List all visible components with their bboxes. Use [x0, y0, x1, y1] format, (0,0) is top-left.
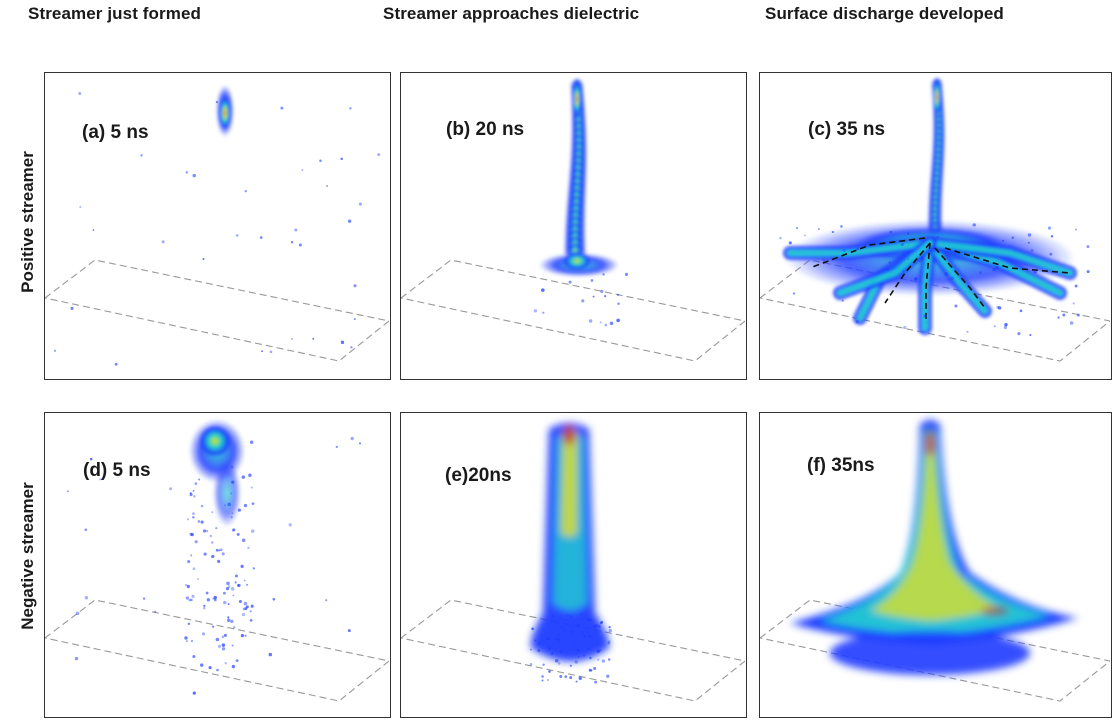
- panel-d: (d) 5 ns: [44, 412, 391, 718]
- background-speckles: [66, 436, 362, 695]
- streamer-foot: [539, 252, 619, 277]
- dielectric-plane: [45, 599, 389, 702]
- panel-e-label: (e)20ns: [445, 465, 512, 486]
- panel-d-plot: [45, 419, 389, 702]
- panel-a-label: (a) 5 ns: [82, 122, 149, 143]
- panel-c: (c) 35 ns: [759, 72, 1112, 380]
- panel-f: (f) 35ns: [759, 412, 1112, 718]
- background-speckles: [53, 91, 381, 366]
- panel-b: (b) 20 ns: [400, 72, 747, 380]
- branch-trace-lines: [809, 237, 1071, 323]
- streamer-channel: [563, 78, 588, 260]
- column-title-streamer-just-formed: Streamer just formed: [28, 4, 201, 23]
- panel-e-plot: [401, 423, 745, 702]
- panel-a-plot: [45, 85, 389, 366]
- row-title-negative-streamer: Negative streamer: [18, 482, 37, 630]
- streamer-head: [189, 419, 245, 527]
- panel-c-label: (c) 35 ns: [808, 119, 886, 140]
- foot-speckles: [529, 612, 612, 684]
- panel-d-label: (d) 5 ns: [83, 460, 151, 481]
- streamer-body: [530, 423, 610, 662]
- streamer-channel: [927, 77, 946, 236]
- column-title-streamer-approaches-dielectric: Streamer approaches dielectric: [383, 4, 640, 23]
- panel-e: (e)20ns: [400, 412, 747, 718]
- streamer-head: [216, 85, 234, 137]
- row-title-positive-streamer: Positive streamer: [18, 151, 37, 293]
- panel-f-label: (f) 35ns: [807, 455, 875, 476]
- dielectric-plane: [45, 259, 389, 362]
- panel-b-label: (b) 20 ns: [446, 119, 525, 140]
- column-title-surface-discharge-developed: Surface discharge developed: [765, 4, 1004, 23]
- panel-c-plot: [760, 77, 1110, 362]
- surface-discharge-fan: [790, 420, 1078, 675]
- streamer-speckle-trail: [184, 473, 255, 672]
- panel-a: (a) 5 ns: [44, 72, 391, 380]
- panel-b-plot: [401, 78, 745, 362]
- background-speckles: [533, 272, 629, 327]
- edge-speckles: [779, 223, 1090, 337]
- panel-f-plot: [760, 420, 1110, 702]
